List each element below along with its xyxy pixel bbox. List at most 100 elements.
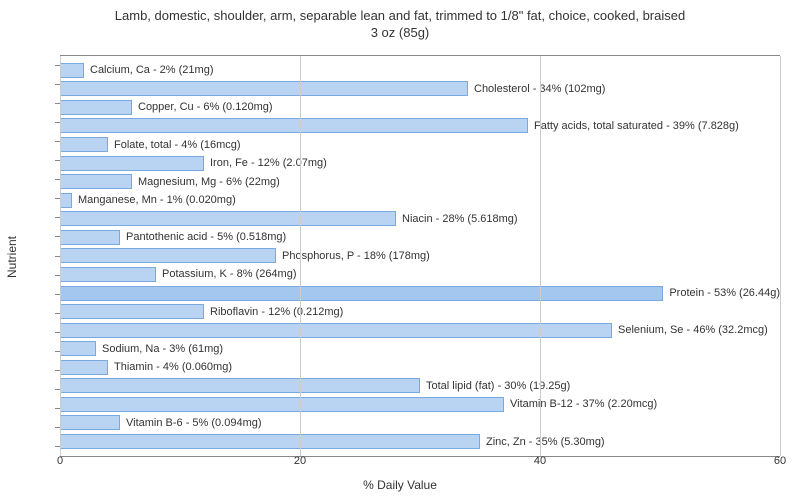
bar-row: Manganese, Mn - 1% (0.020mg) <box>60 192 780 209</box>
bar-row: Total lipid (fat) - 30% (19.25g) <box>60 377 780 394</box>
nutrient-bar-label: Riboflavin - 12% (0.212mg) <box>210 306 343 318</box>
nutrient-bar-label: Zinc, Zn - 35% (5.30mg) <box>486 436 605 448</box>
bars-group: Calcium, Ca - 2% (21mg) Cholesterol - 34%… <box>60 61 780 451</box>
bar-row: Cholesterol - 34% (102mg) <box>60 80 780 97</box>
nutrient-bar <box>60 100 132 115</box>
y-tick <box>55 141 60 142</box>
bar-row: Copper, Cu - 6% (0.120mg) <box>60 99 780 116</box>
y-tick <box>55 198 60 199</box>
bar-row: Sodium, Na - 3% (61mg) <box>60 340 780 357</box>
y-tick <box>55 236 60 237</box>
y-tick <box>55 446 60 447</box>
nutrient-bar-label: Magnesium, Mg - 6% (22mg) <box>138 176 280 188</box>
y-tick <box>55 389 60 390</box>
nutrient-bar <box>60 434 480 449</box>
nutrient-bar <box>60 267 156 282</box>
nutrient-bar-label: Phosphorus, P - 18% (178mg) <box>282 250 430 262</box>
nutrient-bar-label: Sodium, Na - 3% (61mg) <box>102 343 223 355</box>
nutrient-bar <box>60 137 108 152</box>
nutrient-bar-label: Selenium, Se - 46% (32.2mcg) <box>618 324 768 336</box>
nutrient-bar-label: Folate, total - 4% (16mcg) <box>114 139 241 151</box>
nutrient-bar <box>60 304 204 319</box>
nutrient-bar <box>60 378 420 393</box>
bar-row: Niacin - 28% (5.618mg) <box>60 210 780 227</box>
bar-row: Zinc, Zn - 35% (5.30mg) <box>60 433 780 450</box>
x-axis-label: % Daily Value <box>363 478 437 492</box>
nutrient-chart: Lamb, domestic, shoulder, arm, separable… <box>0 0 800 500</box>
y-tick <box>55 122 60 123</box>
y-axis-label: Nutrient <box>5 236 19 278</box>
chart-title: Lamb, domestic, shoulder, arm, separable… <box>0 0 800 42</box>
nutrient-bar-label: Pantothenic acid - 5% (0.518mg) <box>126 231 286 243</box>
nutrient-bar <box>60 230 120 245</box>
bar-row: Pantothenic acid - 5% (0.518mg) <box>60 229 780 246</box>
nutrient-bar-label: Potassium, K - 8% (264mg) <box>162 268 297 280</box>
nutrient-bar-label: Vitamin B-6 - 5% (0.094mg) <box>126 417 262 429</box>
x-tick-label: 0 <box>57 455 63 467</box>
nutrient-bar <box>60 63 84 78</box>
nutrient-bar <box>60 248 276 263</box>
nutrient-bar-label: Iron, Fe - 12% (2.07mg) <box>210 157 327 169</box>
y-tick <box>55 217 60 218</box>
nutrient-bar-label: Fatty acids, total saturated - 39% (7.82… <box>534 120 739 132</box>
nutrient-bar <box>60 211 396 226</box>
nutrient-bar <box>60 193 72 208</box>
x-tick-label: 40 <box>534 455 546 467</box>
y-tick <box>55 275 60 276</box>
bar-row: Calcium, Ca - 2% (21mg) <box>60 62 780 79</box>
bar-row: Potassium, K - 8% (264mg) <box>60 266 780 283</box>
bar-row: Iron, Fe - 12% (2.07mg) <box>60 155 780 172</box>
y-tick <box>55 313 60 314</box>
nutrient-bar <box>60 341 96 356</box>
gridline <box>780 56 781 456</box>
nutrient-bar <box>60 397 504 412</box>
nutrient-bar-label: Thiamin - 4% (0.060mg) <box>114 361 232 373</box>
nutrient-bar-label: Protein - 53% (26.44g) <box>669 287 780 299</box>
y-tick <box>55 427 60 428</box>
y-tick <box>55 256 60 257</box>
bar-row: Magnesium, Mg - 6% (22mg) <box>60 173 780 190</box>
y-tick <box>55 351 60 352</box>
bar-row: Protein - 53% (26.44g) <box>60 285 780 302</box>
y-tick <box>55 179 60 180</box>
nutrient-bar-label: Vitamin B-12 - 37% (2.20mcg) <box>510 398 657 410</box>
nutrient-bar-label: Copper, Cu - 6% (0.120mg) <box>138 101 273 113</box>
x-ticks: 0204060 <box>60 455 780 475</box>
y-tick <box>55 103 60 104</box>
title-line-2: 3 oz (85g) <box>371 25 430 40</box>
nutrient-bar <box>60 118 528 133</box>
nutrient-bar-label: Total lipid (fat) - 30% (19.25g) <box>426 380 570 392</box>
plot-area: Calcium, Ca - 2% (21mg) Cholesterol - 34%… <box>60 55 780 457</box>
y-tick <box>55 65 60 66</box>
bar-row: Selenium, Se - 46% (32.2mcg) <box>60 322 780 339</box>
bar-row: Riboflavin - 12% (0.212mg) <box>60 303 780 320</box>
y-tick <box>55 408 60 409</box>
nutrient-bar <box>60 323 612 338</box>
nutrient-bar-label: Calcium, Ca - 2% (21mg) <box>90 64 213 76</box>
gridline <box>60 56 61 456</box>
y-tick <box>55 84 60 85</box>
bar-row: Phosphorus, P - 18% (178mg) <box>60 247 780 264</box>
bar-row: Vitamin B-6 - 5% (0.094mg) <box>60 414 780 431</box>
nutrient-bar <box>60 360 108 375</box>
x-tick-label: 20 <box>294 455 306 467</box>
x-tick-label: 60 <box>774 455 786 467</box>
nutrient-bar-label: Niacin - 28% (5.618mg) <box>402 213 518 225</box>
y-tick <box>55 160 60 161</box>
y-tick <box>55 332 60 333</box>
nutrient-bar <box>60 156 204 171</box>
y-tick <box>55 294 60 295</box>
bar-row: Thiamin - 4% (0.060mg) <box>60 359 780 376</box>
gridline <box>540 56 541 456</box>
gridline <box>300 56 301 456</box>
nutrient-bar-label: Manganese, Mn - 1% (0.020mg) <box>78 194 236 206</box>
bar-row: Vitamin B-12 - 37% (2.20mcg) <box>60 396 780 413</box>
title-line-1: Lamb, domestic, shoulder, arm, separable… <box>115 8 685 23</box>
bar-row: Folate, total - 4% (16mcg) <box>60 136 780 153</box>
nutrient-bar <box>60 174 132 189</box>
nutrient-bar <box>60 81 468 96</box>
nutrient-bar <box>60 286 663 301</box>
nutrient-bar <box>60 415 120 430</box>
bar-row: Fatty acids, total saturated - 39% (7.82… <box>60 117 780 134</box>
y-tick <box>55 370 60 371</box>
